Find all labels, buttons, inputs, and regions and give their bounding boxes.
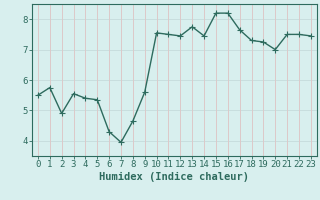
X-axis label: Humidex (Indice chaleur): Humidex (Indice chaleur) [100, 172, 249, 182]
